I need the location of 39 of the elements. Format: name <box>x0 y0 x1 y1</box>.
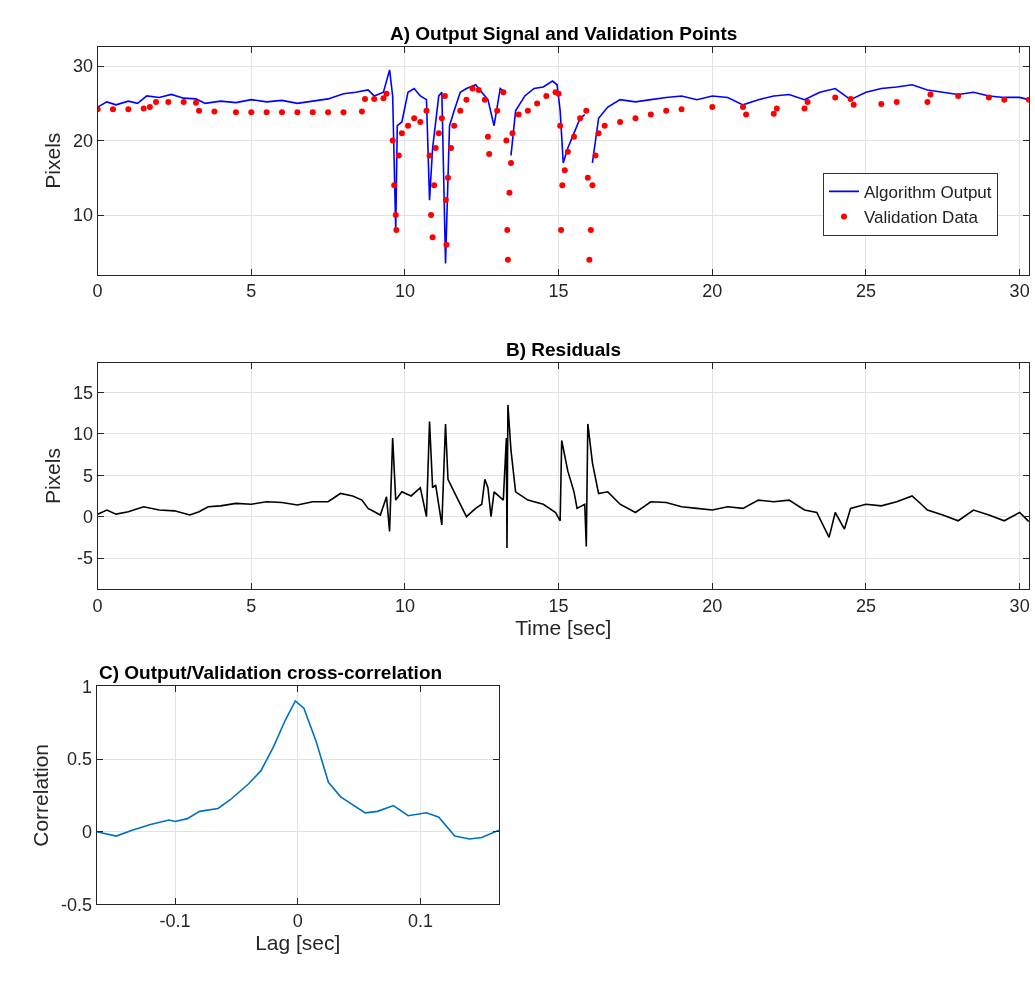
x-tick-label: 0 <box>292 910 303 931</box>
chart-title: C) Output/Validation cross-correlation <box>99 662 443 683</box>
y-tick-label: 15 <box>72 382 94 403</box>
y-axis-title: Pixels <box>41 132 65 189</box>
x-tick-label: 5 <box>246 281 257 302</box>
y-tick-label: 30 <box>72 56 94 77</box>
line-series <box>96 700 499 840</box>
y-tick-label: 0 <box>81 822 92 843</box>
x-tick-label: 10 <box>394 281 415 302</box>
x-tick-label: 30 <box>1009 596 1030 617</box>
legend-label: Algorithm Output <box>863 182 992 202</box>
y-tick-label: 20 <box>72 130 94 151</box>
y-tick-label: -0.5 <box>60 894 92 915</box>
x-tick-label: 20 <box>702 596 723 617</box>
y-tick-label: -5 <box>76 548 94 569</box>
y-tick-label: 0 <box>82 506 94 527</box>
chart-title: B) Residuals <box>506 339 622 360</box>
x-tick-label: 30 <box>1009 281 1030 302</box>
y-tick-label: 10 <box>72 205 94 226</box>
y-tick-label: 10 <box>72 424 94 445</box>
legend-label: Validation Data <box>863 208 979 228</box>
chart-title: A) Output Signal and Validation Points <box>390 23 738 44</box>
x-tick-label: 15 <box>548 281 569 302</box>
x-axis-title: Lag [sec] <box>255 930 341 954</box>
x-tick-label: -0.1 <box>159 910 191 931</box>
y-axis-title: Correlation <box>29 744 53 847</box>
line-series <box>97 404 1029 549</box>
x-axis-title: Time [sec] <box>515 616 612 640</box>
x-tick-label: 10 <box>394 596 415 617</box>
y-tick-label: 5 <box>82 465 94 486</box>
x-tick-label: 20 <box>702 281 723 302</box>
x-tick-label: 5 <box>246 596 257 617</box>
y-axis-title: Pixels <box>41 448 65 505</box>
x-tick-label: 0.1 <box>407 910 433 931</box>
y-tick-label: 0.5 <box>66 749 92 770</box>
y-tick-label: 1 <box>81 676 92 697</box>
x-tick-label: 25 <box>855 281 876 302</box>
x-tick-label: 25 <box>855 596 876 617</box>
x-tick-label: 15 <box>548 596 569 617</box>
